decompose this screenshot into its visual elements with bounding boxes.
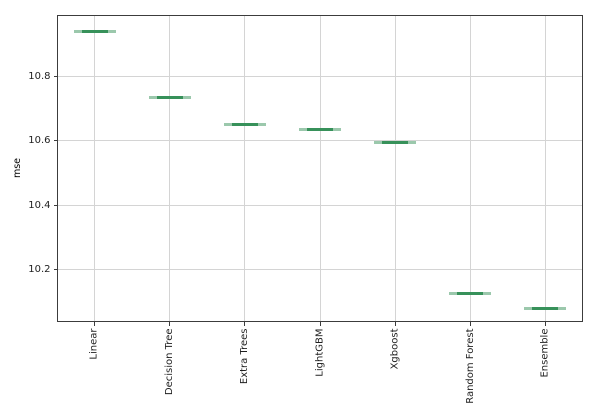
x-tick-mark bbox=[544, 322, 546, 326]
model-score-marker bbox=[299, 127, 341, 131]
x-category-label: Ensemble bbox=[539, 328, 551, 378]
model-score-marker bbox=[374, 140, 417, 144]
x-gridline bbox=[544, 15, 546, 322]
model-score-marker bbox=[73, 29, 116, 33]
x-tick-mark bbox=[244, 322, 246, 326]
x-category-label: LightGBM bbox=[314, 328, 326, 377]
x-tick-mark bbox=[469, 322, 471, 326]
x-gridline bbox=[469, 15, 471, 322]
y-tick-mark bbox=[53, 75, 57, 77]
y-tick-mark bbox=[53, 268, 57, 270]
x-category-label: Xgboost bbox=[389, 328, 401, 370]
model-score-median bbox=[457, 292, 484, 296]
x-tick-mark bbox=[169, 322, 171, 326]
x-category-label: Decision Tree bbox=[164, 328, 176, 396]
x-gridline bbox=[319, 15, 321, 322]
x-gridline bbox=[169, 15, 171, 322]
model-score-median bbox=[307, 127, 333, 131]
y-axis-label: mse bbox=[12, 157, 23, 179]
model-score-marker bbox=[524, 306, 567, 310]
model-score-median bbox=[532, 306, 559, 310]
y-tick-mark bbox=[53, 204, 57, 206]
model-score-median bbox=[156, 95, 183, 99]
model-score-median bbox=[81, 29, 108, 33]
model-score-marker bbox=[223, 123, 266, 127]
y-tick-label: 10.6 bbox=[28, 135, 51, 147]
x-category-label: Extra Trees bbox=[239, 328, 251, 385]
x-gridline bbox=[394, 15, 396, 322]
model-score-median bbox=[231, 123, 258, 127]
x-category-label: Random Forest bbox=[464, 328, 476, 404]
x-tick-mark bbox=[319, 322, 321, 326]
model-score-median bbox=[382, 140, 409, 144]
x-tick-mark bbox=[94, 322, 96, 326]
y-tick-label: 10.4 bbox=[28, 199, 51, 211]
model-score-marker bbox=[148, 95, 191, 99]
y-tick-mark bbox=[53, 140, 57, 142]
y-tick-label: 10.2 bbox=[28, 263, 51, 275]
model-score-marker bbox=[449, 292, 492, 296]
y-tick-label: 10.8 bbox=[28, 70, 51, 82]
x-gridline bbox=[94, 15, 96, 322]
x-category-label: Linear bbox=[89, 328, 101, 360]
x-gridline bbox=[244, 15, 246, 322]
x-tick-mark bbox=[394, 322, 396, 326]
